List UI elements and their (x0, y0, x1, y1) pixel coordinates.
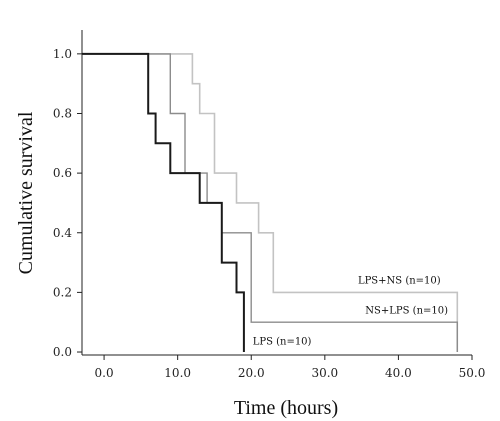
series-label-lps-ns-n-10: LPS+NS (n=10) (358, 275, 441, 286)
y-tick-label: 0.2 (53, 285, 72, 299)
series-label-ns-lps-n-10: NS+LPS (n=10) (365, 305, 448, 316)
series-lines (82, 52, 459, 352)
x-tick-label: 10.0 (164, 366, 191, 380)
x-tick-label: 20.0 (238, 366, 265, 380)
x-tick-label: 50.0 (459, 366, 486, 380)
y-tick-label: 0.4 (53, 226, 72, 240)
x-ticks: 0.0 10.0 20.0 30.0 40.0 50.0 (95, 355, 486, 380)
y-tick-label: 1.0 (53, 47, 72, 61)
y-tick-label: 0.8 (53, 106, 72, 120)
x-tick-label: 0.0 (95, 366, 114, 380)
y-tick-label: 0.0 (53, 345, 72, 359)
series-label-lps-n-10: LPS (n=10) (253, 337, 312, 348)
y-tick-label: 0.6 (53, 166, 72, 180)
x-tick-label: 40.0 (385, 366, 412, 380)
y-ticks: 0.0 0.2 0.4 0.6 0.8 1.0 (53, 47, 82, 359)
y-axis-title: Cumulative survival (15, 111, 37, 274)
series-line-lps-n-10 (82, 52, 245, 352)
x-axis-title: Time (hours) (234, 397, 338, 419)
x-tick-label: 30.0 (311, 366, 338, 380)
series-line-lps-ns-n-10 (82, 53, 459, 352)
series-labels: LPS+NS (n=10) NS+LPS (n=10) LPS (n=10) (253, 275, 448, 347)
